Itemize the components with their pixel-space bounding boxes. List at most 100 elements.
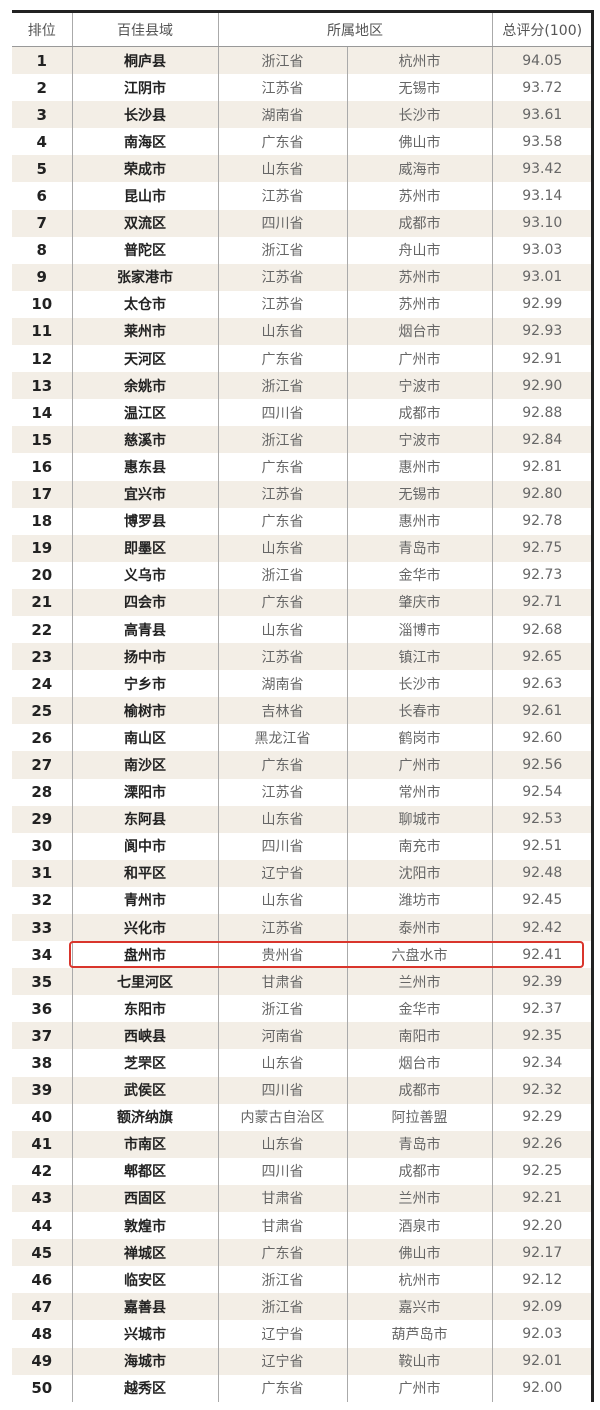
rank-cell: 4 (36, 132, 47, 151)
city-cell: 惠州市 (346, 507, 492, 535)
city-cell: 长沙市 (346, 670, 492, 698)
rank-cell: 36 (31, 999, 53, 1018)
rank-cell: 40 (31, 1108, 53, 1127)
score-cell: 92.39 (491, 968, 592, 996)
county-cell: 武侯区 (71, 1076, 218, 1104)
rank-cell: 42 (31, 1162, 53, 1181)
rank-cell: 5 (12, 155, 72, 183)
rank-cell: 25 (12, 697, 72, 725)
city-cell: 长春市 (346, 697, 492, 725)
rank-cell: 30 (31, 837, 53, 856)
score-cell: 93.14 (491, 182, 592, 210)
table-row: 19 即墨区 山东省 青岛市 92.75 (12, 534, 592, 562)
table-row: 8 普陀区 浙江省 舟山市 93.03 (12, 236, 592, 264)
score-cell: 92.75 (491, 534, 592, 562)
score-cell: 92.51 (491, 832, 592, 860)
province-cell: 四川省 (217, 399, 347, 427)
province-cell: 河南省 (217, 1022, 347, 1050)
score-cell: 93.58 (491, 128, 592, 156)
rank-cell: 23 (12, 643, 72, 671)
rank-cell: 22 (31, 620, 53, 639)
county-cell: 即墨区 (71, 534, 218, 562)
table-row: 47 嘉善县 浙江省 嘉兴市 92.09 (12, 1293, 592, 1321)
rank-cell: 48 (31, 1324, 53, 1343)
city-cell: 宁波市 (346, 372, 492, 400)
county-cell: 和平区 (71, 859, 218, 887)
rank-cell: 10 (31, 295, 53, 314)
table-row: 4 南海区 广东省 佛山市 93.58 (12, 128, 592, 156)
table-row: 33 兴化市 江苏省 泰州市 92.42 (12, 914, 592, 942)
city-cell: 成都市 (346, 1157, 492, 1185)
rank-cell: 43 (12, 1184, 72, 1213)
rank-cell: 45 (12, 1239, 72, 1267)
province-cell: 内蒙古自治区 (217, 1103, 347, 1131)
rank-cell: 21 (12, 588, 72, 616)
province-cell: 浙江省 (217, 426, 347, 454)
province-cell: 山东省 (217, 1130, 347, 1158)
county-cell: 兴化市 (71, 914, 218, 942)
county-cell: 芝罘区 (71, 1049, 218, 1077)
province-cell: 四川省 (217, 1076, 347, 1104)
county-cell: 莱州市 (71, 317, 218, 346)
table-row: 30 阆中市 四川省 南充市 92.51 (12, 832, 592, 860)
county-cell: 天河区 (71, 345, 218, 373)
city-cell: 无锡市 (346, 74, 492, 102)
score-cell: 92.93 (491, 317, 592, 346)
score-cell: 92.00 (491, 1374, 592, 1402)
province-cell: 浙江省 (217, 561, 347, 589)
county-cell: 长沙县 (71, 101, 218, 129)
score-cell: 92.42 (491, 914, 592, 942)
table-row: 16 惠东县 广东省 惠州市 92.81 (12, 453, 592, 481)
county-cell: 宜兴市 (71, 480, 218, 508)
ranking-table-container: 排位 百佳县域 所属地区 总评分(100) 1 桐庐县 浙江省 杭州市 94.05 2 江阴… (12, 10, 594, 1402)
province-cell: 广东省 (217, 588, 347, 616)
table-row: 50 越秀区 广东省 广州市 92.00 (12, 1374, 592, 1402)
rank-cell: 12 (31, 349, 53, 368)
city-cell: 佛山市 (346, 128, 492, 156)
table-row: 49 海城市 辽宁省 鞍山市 92.01 (12, 1347, 592, 1375)
score-cell: 92.01 (491, 1347, 592, 1375)
table-row: 2 江阴市 江苏省 无锡市 93.72 (12, 74, 592, 102)
score-cell: 92.03 (491, 1320, 592, 1348)
rank-cell: 8 (36, 241, 47, 260)
table-row: 34 盘州市 贵州省 六盘水市 92.41 (12, 941, 592, 969)
header-score: 总评分(100) (491, 13, 592, 47)
province-cell: 浙江省 (217, 1266, 347, 1294)
province-cell: 黑龙江省 (217, 724, 347, 752)
province-cell: 四川省 (217, 209, 347, 237)
score-cell: 92.41 (491, 941, 592, 969)
province-cell: 广东省 (217, 507, 347, 535)
county-cell: 慈溪市 (71, 426, 218, 454)
table-row: 20 义乌市 浙江省 金华市 92.73 (12, 561, 592, 589)
rank-cell: 11 (12, 317, 72, 346)
county-cell: 普陀区 (71, 236, 218, 264)
table-row: 6 昆山市 江苏省 苏州市 93.14 (12, 182, 592, 210)
county-cell: 东阳市 (71, 995, 218, 1023)
rank-cell: 37 (12, 1022, 72, 1050)
rank-cell: 7 (12, 209, 72, 237)
province-cell: 江苏省 (217, 480, 347, 508)
province-cell: 广东省 (217, 128, 347, 156)
rank-cell: 47 (12, 1293, 72, 1321)
city-cell: 兰州市 (346, 1184, 492, 1213)
rank-cell: 29 (12, 805, 72, 833)
table-row: 12 天河区 广东省 广州市 92.91 (12, 345, 592, 373)
province-cell: 浙江省 (217, 995, 347, 1023)
city-cell: 六盘水市 (346, 941, 492, 969)
province-cell: 贵州省 (217, 941, 347, 969)
province-cell: 湖南省 (217, 670, 347, 698)
score-cell: 92.68 (491, 615, 592, 644)
county-cell: 临安区 (71, 1266, 218, 1294)
table-row: 21 四会市 广东省 肇庆市 92.71 (12, 588, 592, 616)
province-cell: 江苏省 (217, 643, 347, 671)
county-cell: 荣成市 (71, 155, 218, 183)
rank-cell: 13 (12, 372, 72, 400)
rank-cell: 33 (12, 914, 72, 942)
city-cell: 青岛市 (346, 534, 492, 562)
table-row: 40 额济纳旗 内蒙古自治区 阿拉善盟 92.29 (12, 1103, 592, 1131)
rank-cell: 1 (12, 46, 72, 75)
city-cell: 宁波市 (346, 426, 492, 454)
city-cell: 苏州市 (346, 290, 492, 318)
rank-cell: 2 (36, 78, 47, 97)
city-cell: 嘉兴市 (346, 1293, 492, 1321)
